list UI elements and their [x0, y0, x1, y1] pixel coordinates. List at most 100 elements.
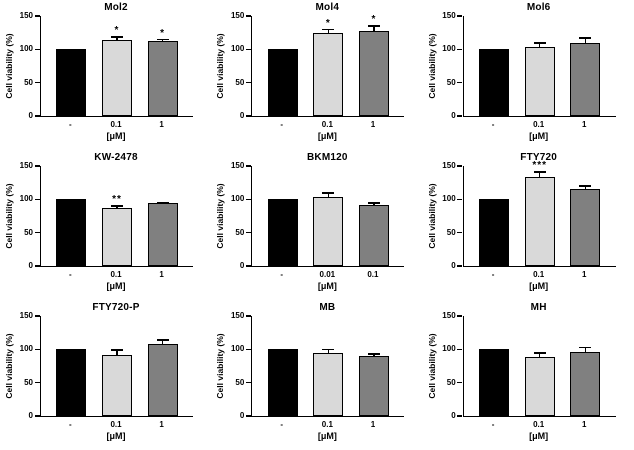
x-tick-label: -: [69, 270, 72, 279]
y-tick-label: 150: [442, 11, 456, 20]
y-tick-label: 100: [19, 344, 33, 354]
y-tick-mark: [245, 415, 251, 417]
chart-title: MH: [530, 302, 547, 313]
error-bar-cap: [533, 171, 546, 173]
x-axis-label: [μM]: [529, 431, 549, 441]
y-tick-mark: [457, 315, 463, 317]
x-tick-label: 1: [582, 270, 587, 279]
subplot: MB Cell viability (%) 0 50 100 150 [μM] - 0.…: [211, 300, 422, 450]
y-tick-label: 50: [235, 77, 245, 87]
error-bar-cap: [322, 192, 335, 194]
error-bar-line: [116, 36, 118, 40]
x-tick-label: 0.1: [367, 270, 379, 279]
plot-area: 0 50 100 150: [20, 311, 193, 420]
error-bar-cap: [111, 36, 123, 38]
chart-title: Mol6: [526, 2, 551, 13]
y-tick-label: 100: [230, 344, 245, 354]
x-tick-label: 1: [582, 420, 587, 429]
bar-0.1: [524, 176, 555, 266]
bar-0.1: [524, 357, 555, 416]
y-tick-label: 100: [230, 44, 245, 54]
bar-1: [147, 203, 178, 266]
bar--: [267, 49, 298, 116]
x-tick-label: 0.1: [533, 270, 545, 279]
x-axis-label: [μM]: [106, 431, 126, 441]
x-tick-label: -: [280, 420, 284, 429]
y-tick-mark: [245, 15, 251, 17]
y-axis-label: Cell viability (%): [215, 33, 226, 99]
y-tick-mark: [34, 81, 40, 84]
error-bar-cap: [579, 37, 592, 39]
x-tick-label: -: [491, 420, 495, 429]
bar-1: [147, 344, 178, 416]
y-tick-mark: [457, 381, 463, 384]
error-bar-line: [327, 348, 330, 353]
y-tick-mark: [34, 165, 40, 167]
bar-0.1: [102, 40, 132, 116]
y-tick-mark: [34, 48, 40, 51]
y-tick-label: 0: [28, 261, 33, 270]
significance-stars: *: [325, 17, 331, 29]
x-tick-label: 1: [370, 120, 376, 129]
y-axis-label: Cell viability (%): [426, 183, 437, 249]
y-tick-label: 50: [446, 377, 456, 387]
error-bar-cap: [322, 28, 335, 31]
bar-0.1: [524, 47, 555, 116]
y-tick-mark: [245, 48, 251, 51]
bar--: [479, 49, 510, 116]
y-tick-label: 0: [28, 111, 33, 120]
error-bar-cap: [156, 38, 169, 41]
chart-title: KW-2478: [94, 152, 138, 163]
x-tick-label: -: [491, 270, 495, 279]
bar-1: [570, 189, 601, 266]
x-axis-label: [μM]: [529, 131, 549, 141]
x-axis-label: [μM]: [106, 131, 126, 141]
y-tick-label: 100: [442, 194, 456, 204]
y-tick-label: 150: [442, 161, 456, 170]
plot-area: 0 50 100 150: [231, 311, 405, 420]
y-tick-mark: [34, 198, 40, 201]
x-tick-label: 0.1: [321, 120, 333, 129]
x-tick-label: 1: [370, 420, 376, 429]
x-tick-label: 0.1: [110, 270, 122, 279]
y-tick-label: 100: [230, 194, 245, 204]
y-axis-label: Cell viability (%): [215, 183, 226, 249]
x-axis-label: [μM]: [106, 281, 126, 291]
chart-title: MB: [319, 302, 336, 313]
y-axis-label: Cell viability (%): [426, 333, 437, 399]
y-tick-label: 150: [230, 11, 245, 20]
x-tick-label: 1: [159, 120, 164, 129]
y-tick-label: 50: [24, 227, 33, 237]
plot-area: 0 50 100 150: [442, 311, 616, 420]
y-axis-label: Cell viability (%): [4, 333, 14, 399]
y-tick-label: 50: [235, 377, 245, 387]
y-tick-mark: [457, 265, 463, 267]
bar-0.1: [102, 208, 132, 266]
x-axis-label: [μM]: [317, 131, 337, 141]
y-tick-label: 0: [239, 411, 245, 420]
significance-stars: **: [112, 194, 122, 206]
x-axis-label: [μM]: [317, 431, 337, 441]
chart-title: Mol4: [315, 2, 340, 13]
error-bar-cap: [367, 25, 380, 27]
chart-title: BKM120: [306, 152, 348, 163]
chart-title: FTY720: [520, 152, 558, 163]
y-tick-label: 150: [442, 311, 456, 320]
error-bar-cap: [322, 348, 335, 351]
x-tick-label: 1: [159, 270, 164, 279]
significance-stars: *: [371, 14, 377, 26]
error-bar-line: [161, 339, 164, 344]
y-tick-mark: [457, 415, 463, 417]
error-bar-line: [538, 352, 541, 358]
y-tick-label: 100: [19, 194, 33, 204]
subplot: BKM120 Cell viability (%) 0 50 100 150 [μM]…: [211, 150, 422, 300]
y-tick-mark: [245, 348, 251, 351]
y-axis-label: Cell viability (%): [215, 333, 226, 399]
x-tick-label: 1: [582, 120, 587, 129]
y-tick-mark: [245, 165, 251, 167]
bar-0.1: [358, 205, 389, 266]
x-tick-label: 0.1: [533, 120, 545, 129]
y-tick-mark: [34, 381, 40, 384]
y-axis-label: Cell viability (%): [426, 33, 437, 99]
y-tick-label: 100: [19, 44, 33, 54]
